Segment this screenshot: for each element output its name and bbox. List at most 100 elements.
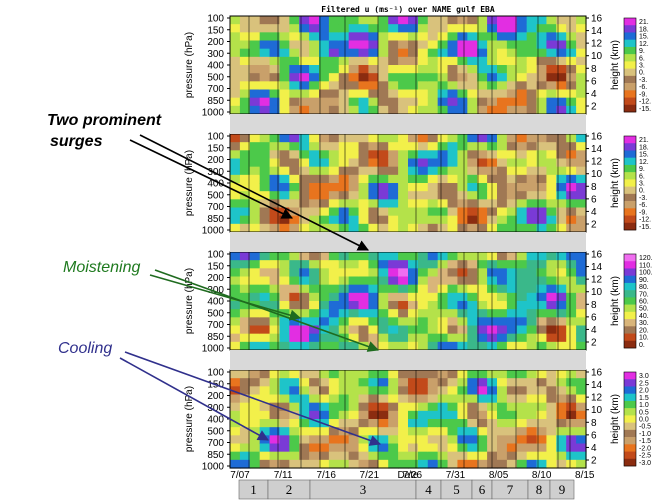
colorbar-label: -9. xyxy=(639,91,647,98)
colorbar-label: 110. xyxy=(639,262,652,269)
heat-cell xyxy=(388,56,399,66)
heat-cell xyxy=(427,341,439,351)
heat-cell xyxy=(566,215,577,225)
heat-cell xyxy=(279,40,290,50)
heat-cell xyxy=(546,402,557,412)
heat-cell xyxy=(358,81,370,91)
pressure-tick-label: 100 xyxy=(207,14,224,25)
heat-cell xyxy=(398,40,409,50)
heat-cell xyxy=(467,309,478,318)
heat-cell xyxy=(477,284,488,294)
heat-cell xyxy=(230,105,241,115)
heat-cell xyxy=(279,105,290,115)
date-tick-label: 7/26 xyxy=(403,470,423,481)
heat-cell xyxy=(556,191,567,200)
heat-cell xyxy=(506,174,518,184)
heat-cell xyxy=(249,215,261,225)
heat-cell xyxy=(269,394,281,404)
heat-cell xyxy=(427,150,439,160)
heat-cell xyxy=(338,378,350,387)
heat-cell xyxy=(546,317,557,327)
colorbar-label: -15. xyxy=(639,224,651,231)
heat-cell xyxy=(388,402,399,412)
heat-cell xyxy=(378,89,389,99)
heat-cell xyxy=(378,292,389,302)
heat-cell xyxy=(269,284,281,294)
heat-cell xyxy=(437,341,449,351)
heat-cell xyxy=(427,65,439,74)
heat-cell xyxy=(497,427,508,436)
heat-cell xyxy=(576,394,587,404)
heat-cell xyxy=(368,268,379,278)
heat-cell xyxy=(457,56,468,66)
heat-cell xyxy=(259,16,271,25)
heat-cell xyxy=(477,309,488,318)
heat-cell xyxy=(328,134,340,143)
heat-cell xyxy=(457,252,468,261)
heat-cell xyxy=(328,268,340,278)
heat-cell xyxy=(338,97,350,107)
heat-cell xyxy=(328,402,340,412)
heat-cell xyxy=(259,89,271,99)
heat-cell xyxy=(467,158,478,168)
heat-cell xyxy=(378,419,389,428)
heat-cell xyxy=(388,378,399,387)
pressure-tick-label: 500 xyxy=(207,426,224,437)
heat-cell xyxy=(230,386,241,396)
heat-cell xyxy=(526,301,538,310)
heat-cell xyxy=(230,260,241,269)
heat-cell xyxy=(338,32,350,42)
heat-cell xyxy=(457,301,468,310)
heat-cell xyxy=(516,40,528,50)
heat-cell xyxy=(526,24,538,33)
heat-cell xyxy=(319,191,330,200)
heat-cell xyxy=(249,284,261,294)
heat-cell xyxy=(230,394,241,404)
heat-cell xyxy=(348,65,360,74)
heat-cell xyxy=(536,24,548,33)
heat-cell xyxy=(289,16,300,25)
heat-cell xyxy=(398,65,409,74)
colorbar-swatch xyxy=(624,408,636,416)
heat-cell xyxy=(556,81,567,91)
heat-cell xyxy=(358,32,370,42)
heat-cell xyxy=(467,191,478,200)
heat-cell xyxy=(408,427,419,436)
colorbar-swatch xyxy=(624,268,636,276)
heat-cell xyxy=(408,142,419,151)
colorbar-label: 0. xyxy=(639,70,645,77)
heat-cell xyxy=(259,166,271,176)
heat-cell xyxy=(566,174,577,184)
heat-cell xyxy=(319,150,330,160)
heat-cell xyxy=(239,419,251,428)
date-axis-label: Date xyxy=(397,470,419,481)
heat-cell xyxy=(417,199,429,209)
heat-cell xyxy=(328,427,340,436)
heat-cell xyxy=(328,207,340,217)
heat-cell xyxy=(477,435,488,445)
heat-cell xyxy=(408,260,419,269)
heat-cell xyxy=(576,191,587,200)
heat-cell xyxy=(368,260,379,269)
heat-cell xyxy=(348,419,360,428)
heat-cell xyxy=(408,150,419,160)
heat-cell xyxy=(576,410,587,420)
heat-cell xyxy=(279,16,290,25)
heat-cell xyxy=(289,370,300,379)
heat-cell xyxy=(279,301,290,310)
heat-cell xyxy=(368,427,379,436)
heat-cell xyxy=(447,48,459,58)
heat-cell xyxy=(348,410,360,420)
heat-cell xyxy=(259,309,271,318)
heat-cell xyxy=(269,301,281,310)
heat-cell xyxy=(576,81,587,91)
heat-cell xyxy=(328,105,340,115)
colorbar-label: 6. xyxy=(639,173,645,180)
heat-cell xyxy=(457,183,468,192)
heat-cell xyxy=(566,394,577,404)
heat-cell xyxy=(348,223,360,233)
height-tick-label: 8 xyxy=(591,300,597,311)
heat-cell xyxy=(388,81,399,91)
colorbar-label: 70. xyxy=(639,291,649,298)
heat-cell xyxy=(497,199,508,209)
